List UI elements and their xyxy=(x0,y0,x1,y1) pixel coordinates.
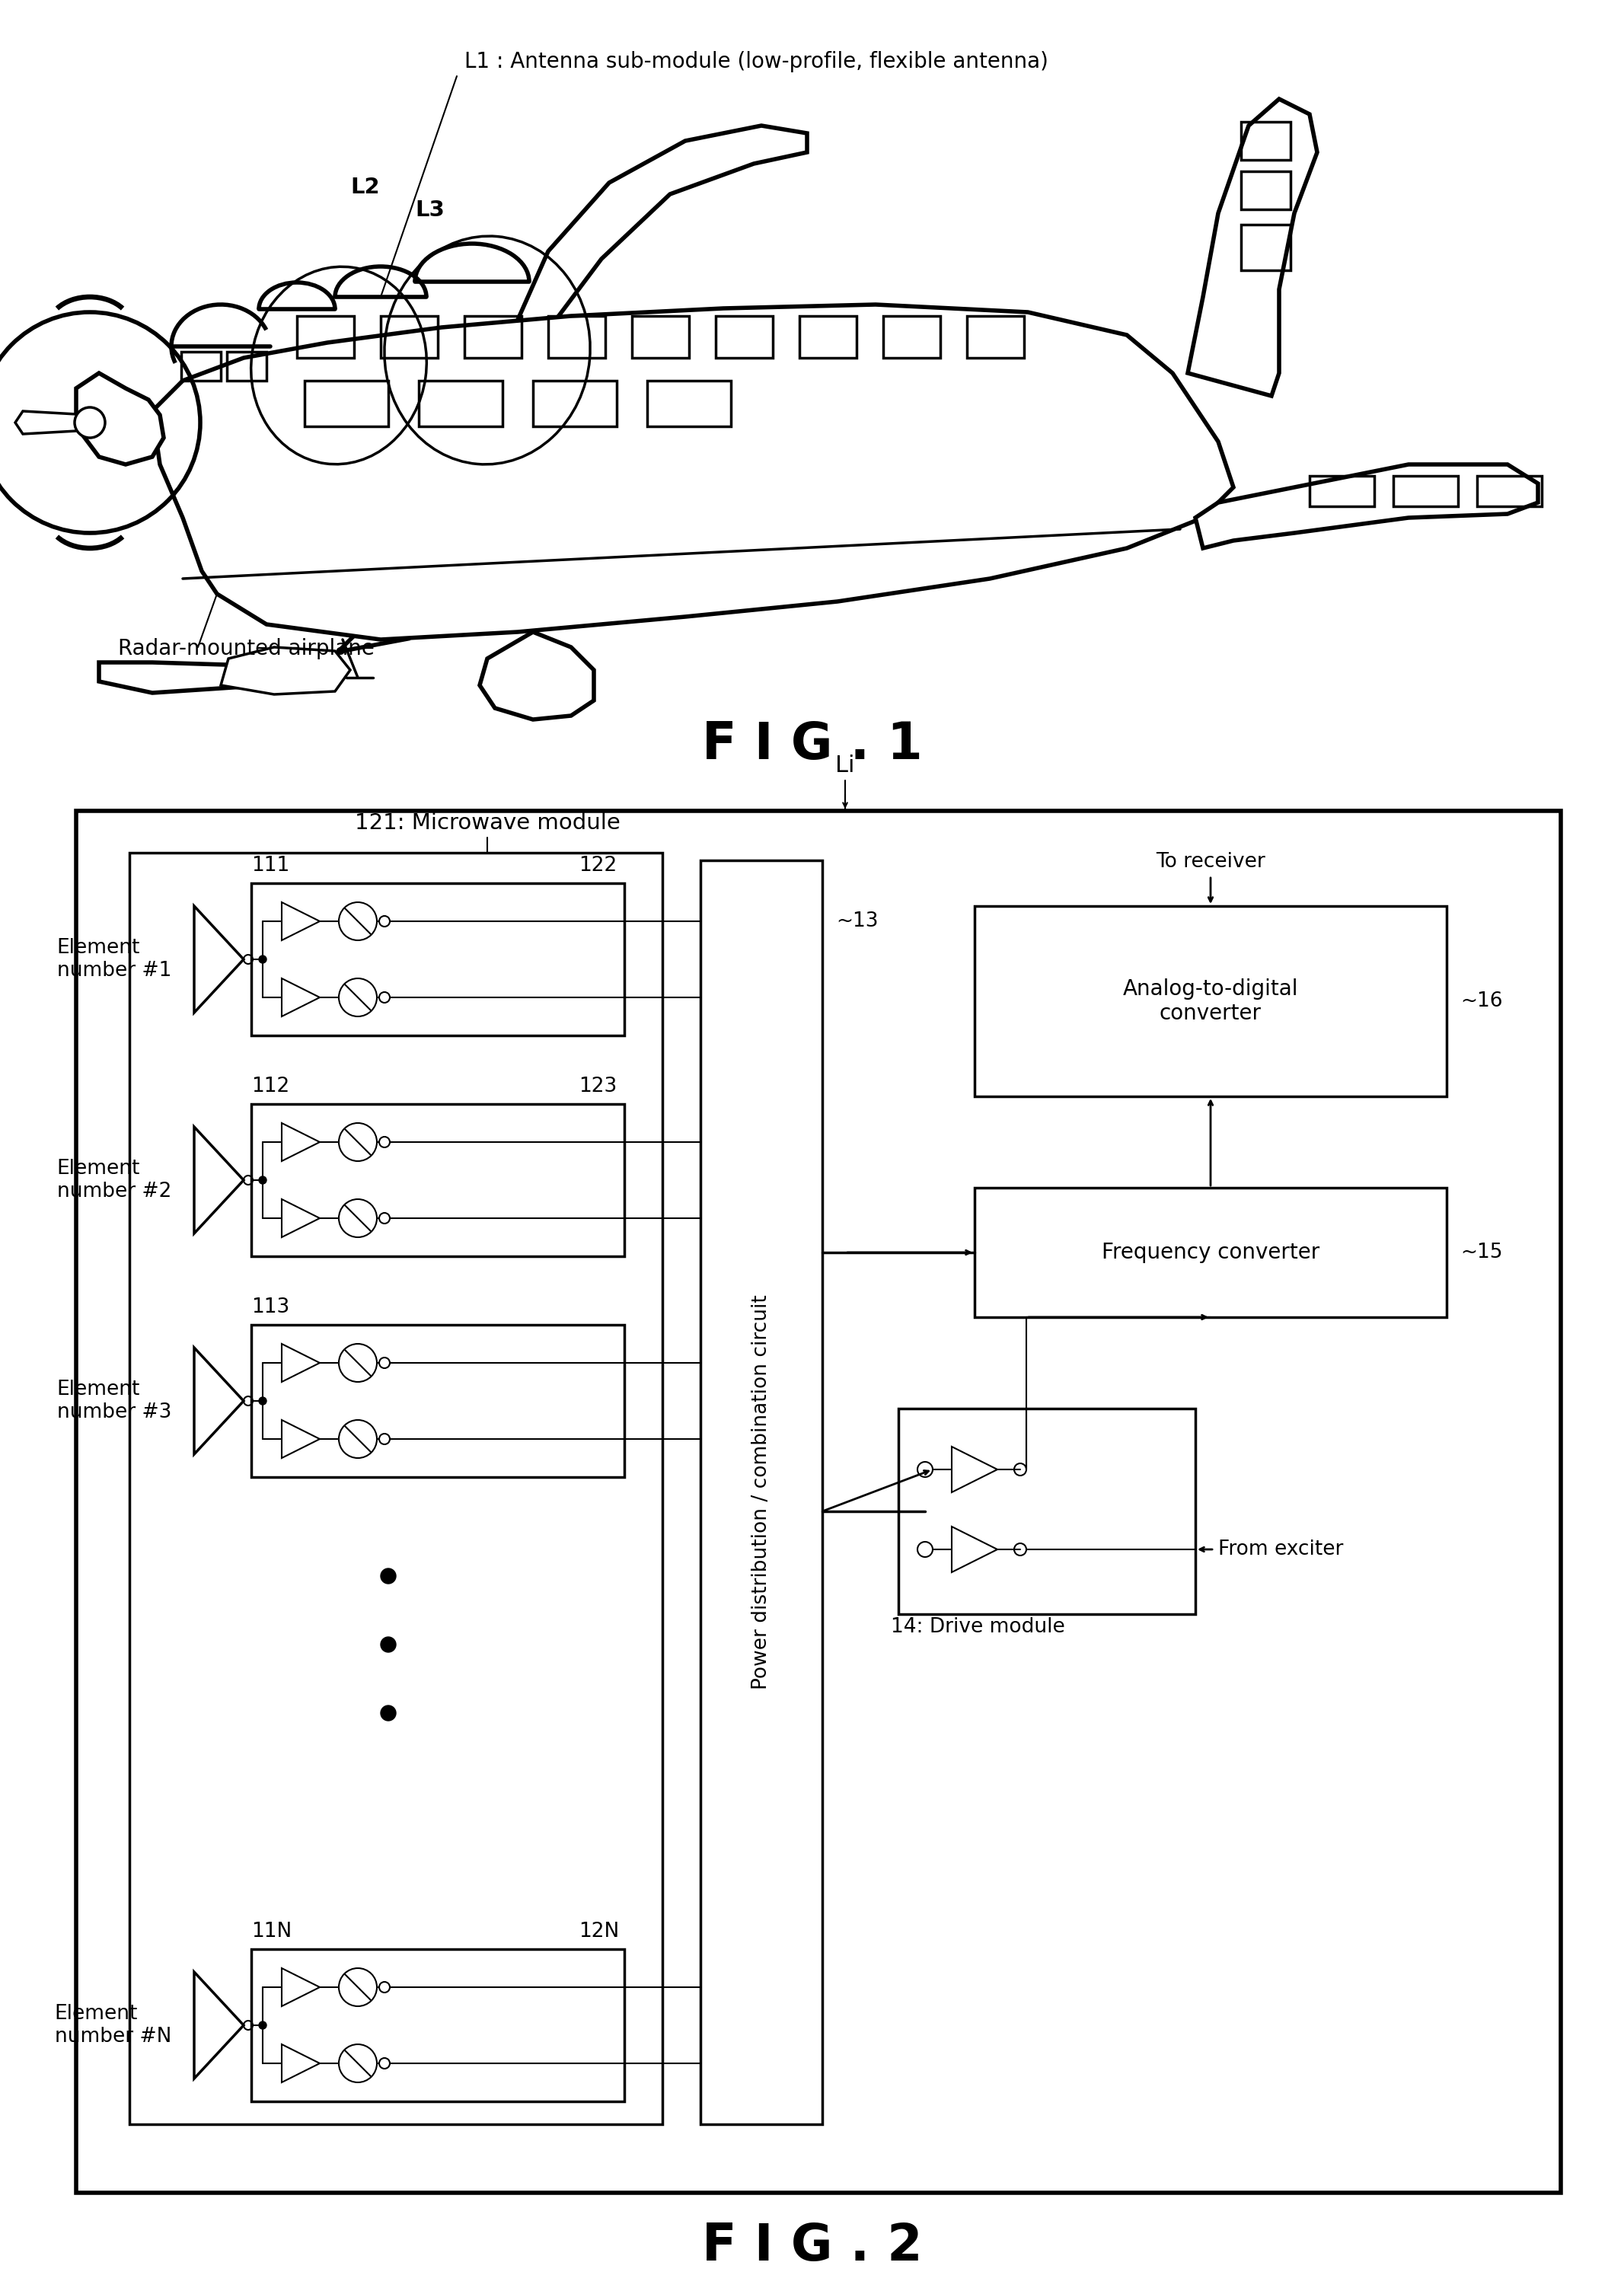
Text: F I G . 2: F I G . 2 xyxy=(702,2220,922,2270)
Bar xyxy=(380,316,438,357)
Bar xyxy=(182,353,221,380)
Circle shape xyxy=(339,1968,377,2007)
Bar xyxy=(419,380,502,425)
Text: 113: 113 xyxy=(252,1297,289,1317)
Bar xyxy=(76,810,1561,2193)
Bar xyxy=(883,316,940,357)
Circle shape xyxy=(339,2045,377,2082)
Bar xyxy=(632,316,689,357)
Bar xyxy=(227,353,266,380)
Text: 111: 111 xyxy=(252,855,289,876)
Circle shape xyxy=(339,1345,377,1381)
Text: Element
number #N: Element number #N xyxy=(55,2004,171,2048)
Text: Li: Li xyxy=(835,755,854,776)
Circle shape xyxy=(339,1199,377,1238)
Text: 122: 122 xyxy=(578,855,617,876)
Bar xyxy=(130,853,663,2125)
Circle shape xyxy=(380,1706,396,1720)
Bar xyxy=(305,380,388,425)
Polygon shape xyxy=(1187,100,1317,396)
Text: To receiver: To receiver xyxy=(1156,851,1265,871)
Bar xyxy=(1393,475,1458,507)
Bar xyxy=(716,316,773,357)
Circle shape xyxy=(339,903,377,940)
Bar xyxy=(252,1103,624,1256)
Bar xyxy=(1241,123,1291,159)
Circle shape xyxy=(258,956,266,962)
Polygon shape xyxy=(15,412,89,435)
Polygon shape xyxy=(221,646,351,694)
Text: 14: Drive module: 14: Drive module xyxy=(892,1618,1065,1638)
Bar xyxy=(549,316,606,357)
Polygon shape xyxy=(518,125,807,339)
Circle shape xyxy=(339,1124,377,1160)
Bar xyxy=(297,316,354,357)
Bar xyxy=(533,380,617,425)
Bar xyxy=(700,860,822,2125)
Text: ~16: ~16 xyxy=(1460,992,1502,1010)
Circle shape xyxy=(75,407,106,437)
Polygon shape xyxy=(479,632,594,719)
Text: L2: L2 xyxy=(351,177,380,198)
Bar xyxy=(646,380,731,425)
Text: ~15: ~15 xyxy=(1460,1242,1502,1263)
Bar xyxy=(966,316,1025,357)
Polygon shape xyxy=(76,373,164,464)
Polygon shape xyxy=(153,305,1233,639)
Text: L1 : Antenna sub-module (low-profile, flexible antenna): L1 : Antenna sub-module (low-profile, fl… xyxy=(464,50,1049,73)
Bar xyxy=(252,1950,624,2102)
Circle shape xyxy=(258,1176,266,1183)
Text: From exciter: From exciter xyxy=(1218,1540,1343,1558)
Bar xyxy=(1309,475,1374,507)
Text: 12N: 12N xyxy=(578,1922,619,1941)
Text: 11N: 11N xyxy=(252,1922,292,1941)
Text: L3: L3 xyxy=(416,200,445,221)
Text: Frequency converter: Frequency converter xyxy=(1101,1242,1320,1263)
Text: Analog-to-digital
converter: Analog-to-digital converter xyxy=(1122,978,1298,1024)
Polygon shape xyxy=(1195,464,1538,548)
Circle shape xyxy=(380,1638,396,1652)
Text: Radar-mounted airplane: Radar-mounted airplane xyxy=(119,637,375,660)
Bar xyxy=(252,883,624,1035)
Bar xyxy=(252,1324,624,1476)
Text: Power distribution / combination circuit: Power distribution / combination circuit xyxy=(752,1294,771,1690)
Bar xyxy=(1478,475,1541,507)
Circle shape xyxy=(258,1397,266,1404)
Text: 123: 123 xyxy=(578,1076,617,1097)
Text: F I G . 1: F I G . 1 xyxy=(702,719,922,769)
Bar xyxy=(799,316,856,357)
Bar xyxy=(464,316,521,357)
Bar xyxy=(1241,225,1291,271)
Circle shape xyxy=(339,978,377,1017)
Text: Element
number #2: Element number #2 xyxy=(57,1158,171,1201)
Circle shape xyxy=(258,2022,266,2029)
Bar xyxy=(974,905,1447,1097)
Text: Element
number #1: Element number #1 xyxy=(57,937,171,981)
Text: 112: 112 xyxy=(252,1076,289,1097)
Text: 121: Microwave module: 121: Microwave module xyxy=(354,812,620,833)
Circle shape xyxy=(380,1567,396,1583)
Text: ~13: ~13 xyxy=(836,912,879,930)
Bar xyxy=(974,1188,1447,1317)
Text: Element
number #3: Element number #3 xyxy=(57,1379,171,1422)
Circle shape xyxy=(339,1420,377,1458)
Polygon shape xyxy=(99,623,403,694)
Bar xyxy=(1241,171,1291,209)
Bar xyxy=(898,1408,1195,1615)
